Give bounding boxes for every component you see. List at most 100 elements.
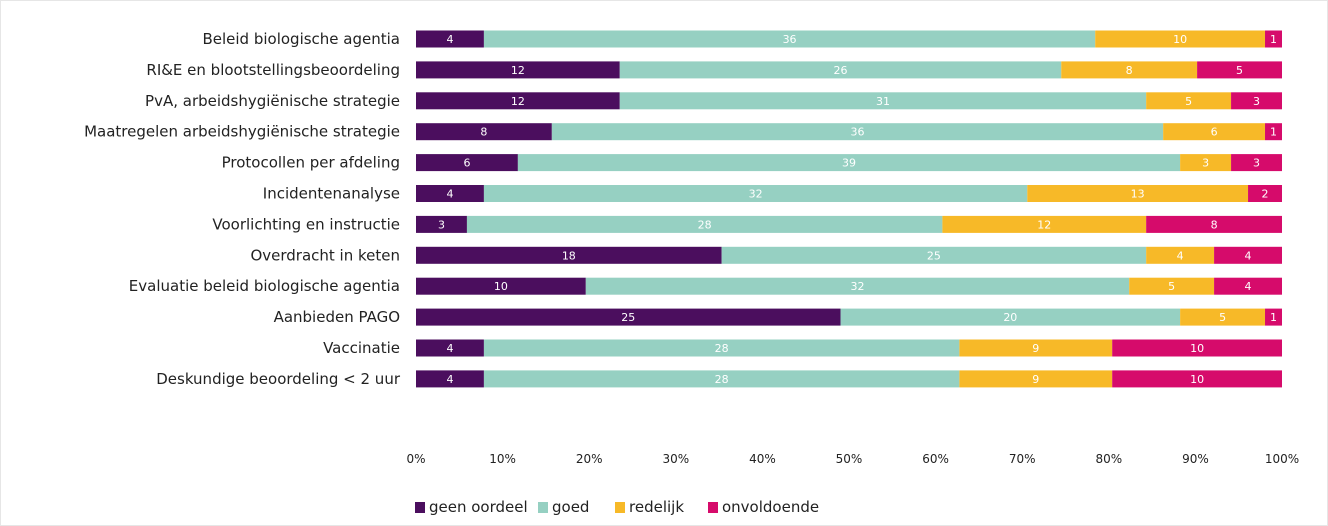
- data-label: 10: [1190, 373, 1204, 386]
- legend-swatch-onvoldoende: [708, 502, 718, 513]
- data-label: 8: [480, 126, 487, 139]
- data-label: 2: [1262, 188, 1269, 201]
- data-label: 10: [1173, 33, 1187, 46]
- category-label: Beleid biologische agentia: [202, 30, 400, 48]
- bar-segment-goed: [483, 339, 960, 357]
- data-label: 26: [834, 64, 848, 77]
- bar-segment-geen-oordeel: [416, 123, 552, 141]
- bar-segment-goed: [585, 277, 1130, 295]
- bar-segment-onvoldoende: [1231, 154, 1282, 172]
- bar-segment-geen-oordeel: [416, 185, 484, 202]
- data-label: 36: [850, 126, 864, 139]
- bar-segment-goed: [517, 154, 1181, 172]
- category-label: Evaluatie beleid biologische agentia: [129, 277, 400, 295]
- data-label: 4: [446, 33, 453, 46]
- legend-label: goed: [552, 498, 589, 516]
- bar-segment-geen-oordeel: [416, 339, 484, 357]
- bar-segment-onvoldoende: [1231, 92, 1282, 110]
- bar-segment-goed: [619, 61, 1062, 79]
- data-label: 4: [1177, 249, 1184, 262]
- bar-segment-redelijk: [1027, 185, 1249, 202]
- bar-segment-geen-oordeel: [416, 370, 484, 388]
- bars-group: 4 36 10 112 26 8 512 31 5 38 36 6 16 39 3 34 32 13 23 28 12 8…: [416, 30, 1282, 388]
- bar-segment-onvoldoende: [1248, 185, 1282, 202]
- bar-segment-goed: [483, 30, 1096, 48]
- data-label: 9: [1032, 342, 1039, 355]
- x-tick-label: 50%: [836, 452, 863, 466]
- category-label: Voorlichting en instructie: [212, 215, 400, 233]
- data-label: 32: [850, 280, 864, 293]
- data-label: 12: [511, 95, 525, 108]
- bar-segment-onvoldoende: [1112, 370, 1282, 388]
- data-label: 4: [446, 342, 453, 355]
- bar-segment-onvoldoende: [1265, 30, 1282, 48]
- bar-segment-geen-oordeel: [416, 277, 586, 295]
- bar-segment-redelijk: [1163, 123, 1266, 141]
- bar-segment-redelijk: [1095, 30, 1266, 48]
- category-label: Vaccinatie: [323, 339, 400, 357]
- bar-segment-onvoldoende: [1146, 215, 1282, 233]
- bar-segment-redelijk: [1146, 92, 1232, 110]
- data-label: 36: [783, 33, 797, 46]
- data-label: 10: [1190, 342, 1204, 355]
- x-tick-label: 30%: [662, 452, 689, 466]
- bar-segment-onvoldoende: [1214, 246, 1282, 264]
- data-label: 1: [1270, 311, 1277, 324]
- data-label: 28: [698, 218, 712, 231]
- bar-segment-onvoldoende: [1214, 277, 1282, 295]
- bar-segment-redelijk: [959, 370, 1113, 388]
- bar-segment-onvoldoende: [1265, 308, 1282, 326]
- legend-label: redelijk: [629, 498, 684, 516]
- x-axis-ticks: 0% 10% 20% 30% 40% 50% 60% 70% 80% 90% 100%: [406, 452, 1299, 466]
- legend: geen oordeel goed redelijk onvoldoende: [415, 498, 819, 516]
- bar-segment-geen-oordeel: [416, 154, 518, 172]
- bar-segment-redelijk: [959, 339, 1113, 357]
- data-label: 1: [1270, 33, 1277, 46]
- data-label: 8: [1126, 64, 1133, 77]
- data-label: 39: [842, 157, 856, 170]
- bar-segment-redelijk: [1180, 154, 1232, 172]
- x-tick-label: 10%: [489, 452, 516, 466]
- data-label: 25: [927, 249, 941, 262]
- bar-segment-goed: [551, 123, 1164, 141]
- data-label: 3: [1202, 157, 1209, 170]
- bar-segment-onvoldoende: [1265, 123, 1282, 141]
- bar-segment-goed: [619, 92, 1147, 110]
- data-label: 6: [463, 157, 470, 170]
- data-label: 18: [562, 249, 576, 262]
- data-label: 5: [1168, 280, 1175, 293]
- x-tick-label: 60%: [922, 452, 949, 466]
- data-label: 1: [1270, 126, 1277, 139]
- data-label: 3: [1253, 157, 1260, 170]
- x-tick-label: 0%: [406, 452, 425, 466]
- legend-swatch-redelijk: [615, 502, 625, 513]
- x-tick-label: 20%: [576, 452, 603, 466]
- bar-segment-geen-oordeel: [416, 308, 841, 326]
- bar-segment-redelijk: [1061, 61, 1198, 79]
- data-label: 4: [446, 188, 453, 201]
- data-label: 8: [1211, 218, 1218, 231]
- bar-segment-redelijk: [1180, 308, 1266, 326]
- bar-segment-redelijk: [942, 215, 1147, 233]
- bar-segment-geen-oordeel: [416, 92, 620, 110]
- category-label: Incidentenanalyse: [263, 185, 400, 203]
- bar-segment-onvoldoende: [1197, 61, 1282, 79]
- data-label: 13: [1131, 188, 1145, 201]
- legend-label: geen oordeel: [429, 498, 528, 516]
- bar-segment-goed: [840, 308, 1181, 326]
- bar-segment-geen-oordeel: [416, 215, 467, 233]
- data-label: 28: [715, 342, 729, 355]
- data-label: 10: [494, 280, 508, 293]
- category-label: Maatregelen arbeidshygiënische strategie: [84, 123, 400, 141]
- data-label: 3: [438, 218, 445, 231]
- data-label: 25: [621, 311, 635, 324]
- legend-swatch-geen-oordeel: [415, 502, 425, 513]
- data-label: 28: [715, 373, 729, 386]
- data-label: 5: [1185, 95, 1192, 108]
- data-label: 5: [1236, 64, 1243, 77]
- legend-label: onvoldoende: [722, 498, 819, 516]
- bar-segment-redelijk: [1129, 277, 1215, 295]
- bar-segment-goed: [721, 246, 1147, 264]
